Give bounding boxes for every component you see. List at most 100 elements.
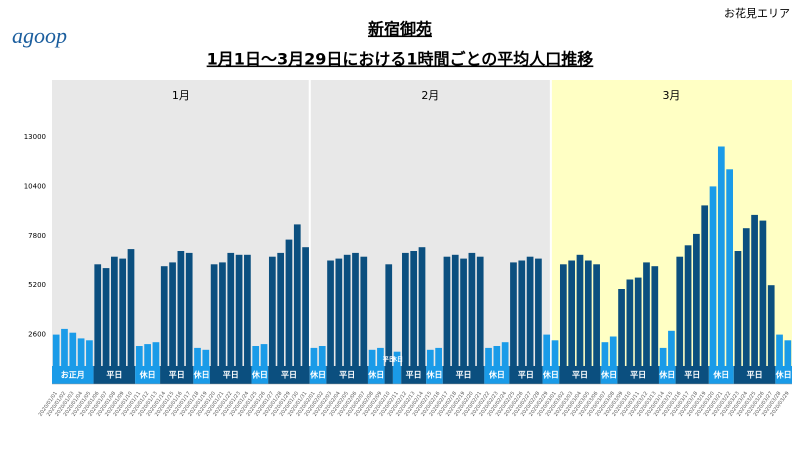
- bar: [776, 334, 783, 384]
- bar: [451, 254, 459, 384]
- bar: [576, 254, 584, 384]
- bar: [277, 252, 285, 384]
- bar: [252, 346, 260, 384]
- y-tick-label: 7800: [28, 232, 46, 240]
- y-tick-label: 13000: [24, 133, 46, 141]
- bar: [493, 346, 501, 384]
- period-label: 休日: [425, 370, 442, 380]
- period-band: [135, 366, 161, 384]
- bar: [676, 256, 684, 384]
- period-band: [442, 366, 485, 384]
- bar: [402, 252, 409, 384]
- bar: [551, 340, 559, 384]
- bar: [169, 262, 176, 384]
- bar: [310, 347, 318, 384]
- bar: [418, 247, 426, 384]
- bar: [227, 252, 235, 384]
- y-tick-label: 10400: [24, 182, 46, 190]
- period-band: [401, 366, 427, 384]
- period-label: 平日: [684, 371, 700, 380]
- bar: [559, 264, 567, 384]
- bar: [135, 346, 143, 384]
- bar: [435, 347, 442, 384]
- period-label: 平日: [406, 371, 422, 380]
- period-label: 平日: [518, 371, 534, 380]
- bar: [717, 146, 725, 384]
- bar: [260, 344, 268, 384]
- period-band: [708, 366, 734, 384]
- month-label: 3月: [662, 89, 680, 102]
- bar: [643, 262, 650, 384]
- bar: [767, 285, 775, 384]
- y-tick-label: 2600: [28, 331, 46, 339]
- period-band: [617, 366, 659, 384]
- bar: [726, 169, 733, 384]
- month-label: 1月: [172, 89, 190, 102]
- period-label: 休日: [193, 370, 210, 380]
- bar: [152, 342, 160, 384]
- bar: [177, 251, 185, 384]
- bar: [61, 328, 68, 384]
- period-label: 休日: [309, 370, 326, 380]
- bar: [684, 245, 692, 384]
- bar: [318, 346, 326, 384]
- bar: [343, 254, 351, 384]
- period-label: 休日: [488, 370, 505, 380]
- bar: [285, 239, 293, 384]
- bar: [659, 347, 667, 384]
- bar: [119, 258, 127, 384]
- bar: [244, 254, 251, 384]
- bar: [210, 264, 218, 384]
- bar: [160, 266, 168, 384]
- bar: [127, 249, 135, 384]
- bar: [52, 334, 60, 384]
- period-band: [268, 366, 310, 384]
- bar: [185, 252, 193, 384]
- period-band: [367, 366, 385, 384]
- bar: [668, 330, 675, 384]
- period-label: 平日: [223, 371, 239, 380]
- bar: [360, 256, 368, 384]
- bar: [476, 256, 484, 384]
- bar: [485, 347, 492, 384]
- period-band: [160, 366, 194, 384]
- period-band: [326, 366, 368, 384]
- period-label: 平日: [456, 371, 472, 380]
- bar: [526, 256, 534, 384]
- bar: [385, 264, 393, 384]
- period-label: 平日: [281, 371, 297, 380]
- period-label: 休日: [775, 370, 792, 380]
- logo: agoop: [12, 23, 67, 48]
- bar: [593, 264, 600, 384]
- period-band: [52, 366, 94, 384]
- period-band: [658, 366, 676, 384]
- bar: [709, 186, 717, 384]
- period-label: 休日: [600, 370, 617, 380]
- period-band: [93, 366, 136, 384]
- bar: [235, 254, 243, 384]
- period-band: [193, 366, 210, 384]
- period-label: 平日: [106, 371, 122, 380]
- bar: [543, 334, 551, 384]
- period-label: 休日: [712, 370, 729, 380]
- period-label: 平日: [572, 371, 588, 380]
- bar: [335, 258, 343, 384]
- bar: [268, 256, 276, 384]
- period-band: [384, 366, 393, 384]
- period-band: [600, 366, 618, 384]
- period-band: [209, 366, 252, 384]
- bar: [742, 228, 750, 384]
- bar: [377, 347, 384, 384]
- period-label: 休日: [390, 356, 403, 364]
- bar: [535, 258, 542, 384]
- period-label: 平日: [383, 357, 395, 364]
- bar: [759, 220, 767, 384]
- period-band: [392, 366, 402, 384]
- bar: [352, 252, 359, 384]
- period-band: [484, 366, 510, 384]
- period-band: [733, 366, 776, 384]
- month-label: 2月: [421, 89, 439, 102]
- period-label: 休日: [251, 370, 268, 380]
- bar: [102, 268, 110, 384]
